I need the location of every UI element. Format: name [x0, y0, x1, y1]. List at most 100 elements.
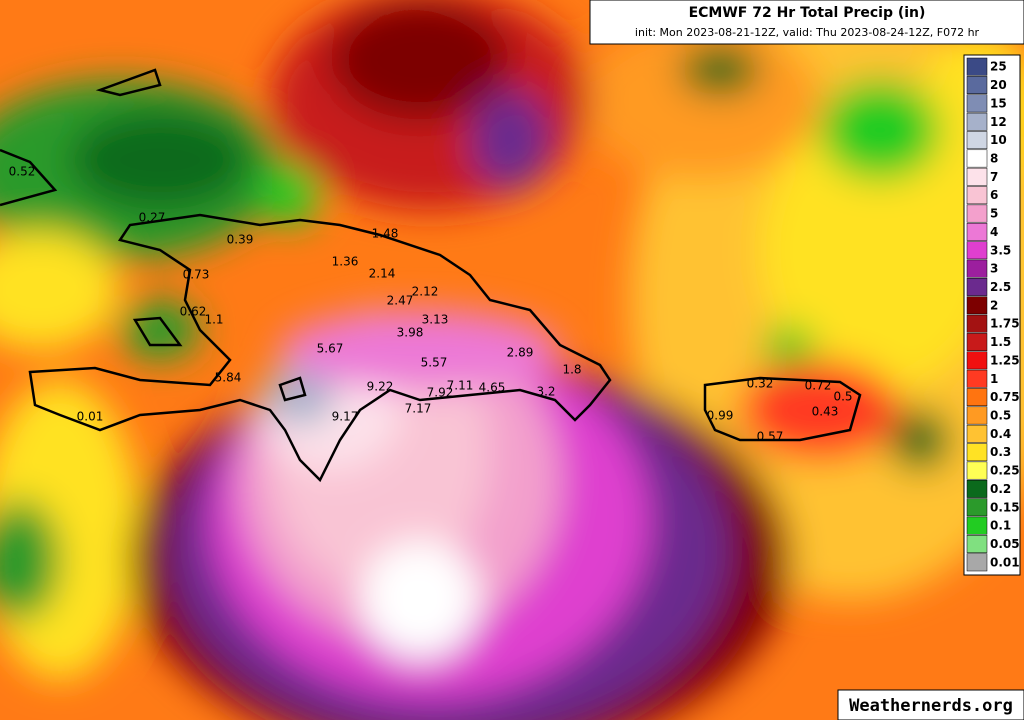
station-value: 1.1: [204, 313, 223, 327]
colorbar-swatch: [966, 553, 988, 572]
colorbar-swatch: [966, 406, 988, 425]
station-value: 7.92: [427, 386, 454, 400]
colorbar-swatch: [966, 351, 988, 370]
watermark: Weathernerds.org: [849, 696, 1013, 716]
colorbar-label: 0.15: [990, 500, 1020, 514]
station-value: 0.99: [707, 409, 734, 423]
precip-blob: [330, 0, 510, 120]
colorbar-label: 4: [990, 225, 998, 239]
precip-blob: [280, 310, 560, 390]
colorbar-label: 0.2: [990, 482, 1011, 496]
colorbar-label: 5: [990, 207, 998, 221]
colorbar-label: 0.5: [990, 408, 1011, 422]
precip-blob: [890, 410, 950, 470]
colorbar-swatch: [966, 278, 988, 296]
station-value: 2.14: [369, 267, 396, 281]
precip-blob: [70, 110, 250, 210]
colorbar-label: 0.01: [990, 555, 1020, 569]
colorbar-swatch: [966, 333, 988, 351]
colorbar-swatch: [966, 516, 988, 535]
colorbar-label: 1.75: [990, 317, 1020, 331]
station-value: 0.01: [77, 410, 104, 424]
station-value: 2.47: [387, 294, 414, 308]
station-value: 7.17: [405, 402, 432, 416]
colorbar-swatch: [966, 186, 988, 205]
colorbar-label: 1.5: [990, 335, 1011, 349]
precip-blob: [680, 45, 760, 95]
station-labels: 0.520.270.39 1.480.731.362.140.621.12.472…: [9, 165, 853, 444]
colorbar-label: 0.25: [990, 464, 1020, 478]
station-value: 5.84: [215, 371, 242, 385]
station-value: 4.65: [479, 381, 506, 395]
station-value: 3.98: [397, 326, 424, 340]
colorbar-label: 0.4: [990, 427, 1011, 441]
station-value: 0.32: [747, 377, 774, 391]
hispaniola-coast: [28, 213, 612, 483]
precip-blob: [0, 230, 120, 350]
title-box: [589, 0, 1024, 45]
station-value: 1.48: [372, 227, 399, 241]
colorbar: 25 20 15 12 10 8 7 6 5 4 3.5 3 2.5 2 1.75 1.5 1.25 1 0.75 0…: [966, 57, 1020, 572]
cuba-coast: [0, 148, 58, 207]
colorbar-swatch: [966, 479, 988, 498]
precip-blob: [580, 20, 820, 180]
colorbar-label: 20: [990, 78, 1007, 92]
puerto-rico-coast: [703, 376, 862, 442]
station-value: 2.12: [412, 285, 439, 299]
precip-blob: [470, 90, 550, 190]
colorbar-swatch: [966, 498, 988, 517]
station-value: 7.11: [447, 379, 474, 393]
precip-blob: [0, 500, 60, 620]
colorbar-swatch: [966, 57, 988, 76]
colorbar-label: 0.75: [990, 390, 1020, 404]
colorbar-swatch: [966, 222, 988, 241]
station-value: 0.39: [227, 233, 254, 247]
station-value: 0.57: [757, 430, 784, 444]
colorbar-swatch: [966, 369, 988, 388]
coastlines: [0, 68, 862, 483]
colorbar-swatch: [966, 131, 988, 150]
gonave-coast: [132, 316, 183, 347]
colorbar-swatch: [966, 167, 988, 186]
colorbar-label: 8: [990, 151, 998, 165]
colorbar-label: 10: [990, 133, 1007, 147]
colorbar-swatch: [966, 112, 988, 131]
colorbar-label: 15: [990, 96, 1007, 110]
station-value: 0.5: [833, 390, 852, 404]
precip-blob: [760, 110, 1000, 390]
colorbar-label: 7: [990, 170, 998, 184]
colorbar-swatch: [966, 241, 988, 260]
station-value: 5.67: [317, 342, 344, 356]
colorbar-swatch: [966, 204, 988, 223]
colorbar-label: 2: [990, 298, 998, 312]
station-value: 1.8: [562, 363, 581, 377]
precip-blob: [260, 165, 320, 225]
colorbar-swatch: [966, 388, 988, 407]
colorbar-swatch: [966, 149, 988, 168]
colorbar-swatch: [966, 76, 988, 94]
colorbar-label: 2.5: [990, 280, 1011, 294]
colorbar-label: 1.25: [990, 353, 1020, 367]
precip-blob: [360, 540, 480, 660]
colorbar-label: 25: [990, 60, 1007, 74]
station-value: 2.89: [507, 346, 534, 360]
colorbar-swatch: [966, 259, 988, 278]
colorbar-label: 0.1: [990, 519, 1011, 533]
island-coast: [95, 68, 162, 97]
lake-coast: [278, 376, 307, 402]
station-value: 9.22: [367, 380, 394, 394]
colorbar-swatch: [966, 296, 988, 315]
colorbar-swatch: [966, 314, 988, 333]
colorbar-label: 0.3: [990, 445, 1011, 459]
colorbar-label: 3.5: [990, 243, 1011, 257]
colorbar-swatch: [966, 424, 988, 443]
precip-blob: [820, 80, 940, 180]
station-value: 3.13: [422, 313, 449, 327]
colorbar-label: 3: [990, 262, 998, 276]
subtitle: init: Mon 2023-08-21-12Z, valid: Thu 202…: [635, 26, 980, 39]
station-value: 0.72: [805, 379, 832, 393]
station-value: 0.73: [183, 268, 210, 282]
colorbar-swatch: [966, 535, 988, 553]
colorbar-label: 1: [990, 372, 998, 386]
